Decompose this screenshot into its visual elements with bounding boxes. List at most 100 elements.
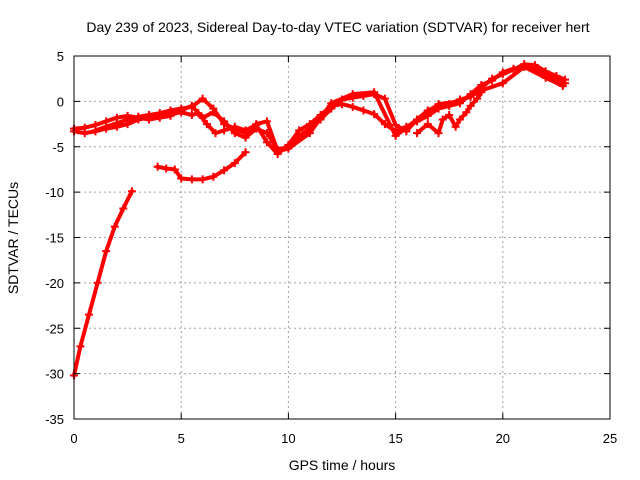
data-point	[187, 110, 196, 119]
y-tick-label: -35	[45, 412, 64, 427]
data-point	[252, 120, 261, 129]
x-tick-label: 20	[496, 431, 510, 446]
data-point	[413, 129, 422, 138]
data-point	[552, 71, 561, 80]
data-point	[230, 124, 239, 133]
data-point	[438, 115, 447, 124]
data-point	[119, 204, 128, 213]
data-point	[162, 164, 171, 173]
data-point	[155, 109, 164, 118]
y-tick-label: -20	[45, 276, 64, 291]
y-tick-label: 0	[57, 94, 64, 109]
data-point	[520, 62, 529, 71]
data-point	[370, 110, 379, 119]
data-point	[498, 70, 507, 79]
x-tick-label: 5	[178, 431, 185, 446]
data-point	[560, 75, 569, 84]
data-point	[166, 106, 175, 115]
data-point	[423, 120, 432, 129]
y-tick-label: 5	[57, 49, 64, 64]
y-tick-label: -15	[45, 231, 64, 246]
data-point	[348, 90, 357, 99]
data-point	[112, 119, 121, 128]
y-axis-label: SDTVAR / TECUs	[5, 182, 21, 294]
y-tick-label: -5	[52, 140, 64, 155]
series-main-track-b	[70, 60, 569, 154]
series-line	[72, 189, 134, 378]
x-tick-label: 25	[603, 431, 617, 446]
data-series	[70, 60, 569, 380]
data-point	[380, 120, 389, 129]
chart-title: Day 239 of 2023, Sidereal Day-to-day VTE…	[86, 19, 589, 35]
data-point	[102, 247, 111, 256]
data-point	[85, 310, 94, 319]
data-point	[170, 165, 179, 174]
y-tick-label: -25	[45, 321, 64, 336]
data-point	[451, 122, 460, 131]
series-line	[155, 150, 248, 182]
data-point	[391, 120, 400, 129]
x-axis-label: GPS time / hours	[289, 457, 396, 473]
data-point	[209, 172, 218, 181]
data-point	[273, 147, 282, 156]
series-evening-scatter	[413, 88, 486, 138]
data-point	[327, 99, 336, 108]
data-point	[177, 174, 186, 183]
data-point	[477, 88, 486, 97]
data-point	[177, 104, 186, 113]
data-point	[434, 100, 443, 109]
series-low-dip	[153, 148, 250, 184]
x-tick-label: 10	[281, 431, 295, 446]
data-point	[391, 131, 400, 140]
axis-ticks: 0 5 10 15 20 25 -35 -30 -25 -20 -15 -10 -5 0 5	[45, 49, 617, 446]
data-point	[76, 342, 85, 351]
data-point	[455, 97, 464, 106]
data-point	[123, 115, 132, 124]
data-point	[80, 123, 89, 132]
data-point	[145, 110, 154, 119]
data-point	[241, 148, 250, 157]
data-point	[241, 129, 250, 138]
data-point	[305, 129, 314, 138]
series-main-track-c	[91, 62, 567, 156]
x-tick-label: 0	[70, 431, 77, 446]
data-point	[434, 129, 443, 138]
data-point	[187, 102, 196, 111]
data-point	[262, 138, 271, 147]
data-point	[445, 110, 454, 119]
data-point	[530, 61, 539, 70]
data-point	[187, 175, 196, 184]
grid	[74, 56, 610, 419]
data-point	[473, 94, 482, 103]
data-point	[348, 102, 357, 111]
data-point	[211, 129, 220, 138]
data-point	[220, 166, 229, 175]
data-point	[230, 159, 239, 168]
data-point	[455, 115, 464, 124]
data-point	[370, 88, 379, 97]
data-point	[380, 94, 389, 103]
data-point	[413, 115, 422, 124]
data-point	[262, 117, 271, 126]
data-point	[202, 120, 211, 129]
data-point	[541, 73, 550, 82]
data-point	[558, 81, 567, 90]
data-point	[198, 113, 207, 122]
data-point	[209, 104, 218, 113]
series-steep-rise	[70, 187, 136, 380]
data-point	[102, 122, 111, 131]
data-point	[198, 94, 207, 103]
y-tick-label: -10	[45, 185, 64, 200]
data-point	[498, 79, 507, 88]
data-point	[127, 187, 136, 196]
data-point	[153, 162, 162, 171]
data-point	[284, 144, 293, 153]
data-point	[134, 112, 143, 121]
x-tick-label: 15	[388, 431, 402, 446]
data-point	[198, 175, 207, 184]
data-point	[220, 120, 229, 129]
data-point	[509, 65, 518, 74]
data-point	[488, 74, 497, 83]
data-point	[462, 108, 471, 117]
